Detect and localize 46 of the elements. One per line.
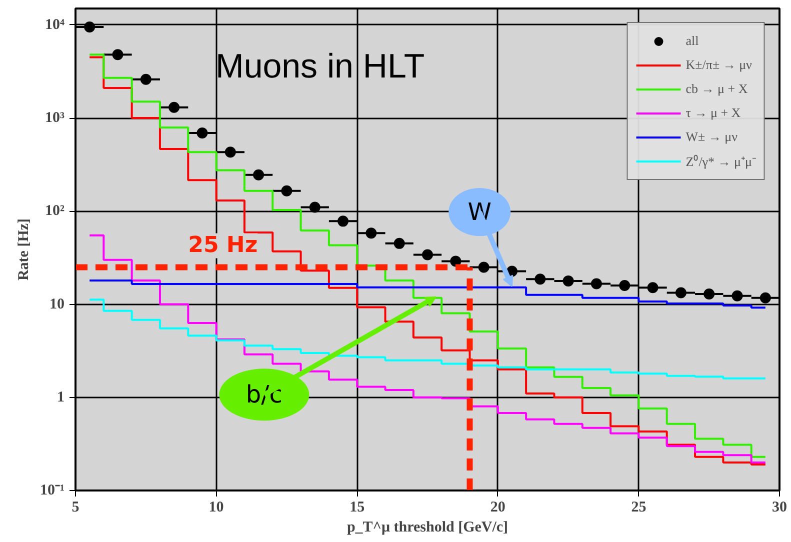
- x-tick-label: 5: [72, 500, 80, 516]
- x-tick-label: 20: [490, 500, 506, 516]
- point: [366, 228, 377, 239]
- point: [224, 146, 236, 158]
- x-tick-label: 25: [631, 500, 646, 516]
- x-tick-label: 30: [772, 500, 787, 516]
- point: [338, 216, 349, 227]
- y-tick-label: 10⁻¹: [40, 482, 65, 498]
- point: [196, 128, 208, 139]
- x-tick-label: 15: [350, 500, 365, 516]
- point: [534, 274, 546, 285]
- point: [253, 169, 264, 180]
- point: [140, 74, 152, 85]
- legend-label: K±/π± → μν: [686, 57, 752, 73]
- x-axis-title: p_T^μ threshold [GeV/c]: [346, 520, 508, 536]
- point: [281, 185, 292, 196]
- y-tick-label: 10: [50, 296, 64, 312]
- point: [168, 102, 180, 113]
- point: [422, 249, 433, 260]
- y-tick-label: 1: [57, 389, 64, 406]
- point: [619, 280, 630, 291]
- point: [760, 292, 771, 304]
- point: [732, 290, 743, 302]
- y-tick-label: 10³: [45, 110, 66, 126]
- point: [309, 202, 320, 213]
- y-axis-title: Rate [Hz]: [16, 218, 32, 281]
- point: [590, 278, 602, 290]
- point: [450, 256, 462, 267]
- point: [84, 21, 96, 32]
- y-tick-label: 10²: [45, 203, 66, 220]
- legend-label: τ → μ + X: [686, 105, 741, 121]
- point: [704, 288, 715, 300]
- text: Muons in HLT: [216, 48, 425, 86]
- y-tick-label: 10⁴: [45, 16, 66, 33]
- point: [675, 287, 686, 298]
- point: [562, 275, 574, 286]
- point: [394, 238, 405, 249]
- legend-label: all: [686, 33, 700, 49]
- point: [112, 49, 124, 60]
- legend-label: W± → μν: [686, 129, 738, 145]
- point: [478, 262, 490, 273]
- ref-line-label: 25 Hz: [188, 233, 258, 258]
- legend-label: Z⁰/γ* → μ⁺μ⁻: [686, 153, 756, 170]
- legend-label: cb → μ + X: [686, 81, 748, 97]
- x-tick-label: 10: [208, 500, 224, 516]
- point: [647, 282, 658, 294]
